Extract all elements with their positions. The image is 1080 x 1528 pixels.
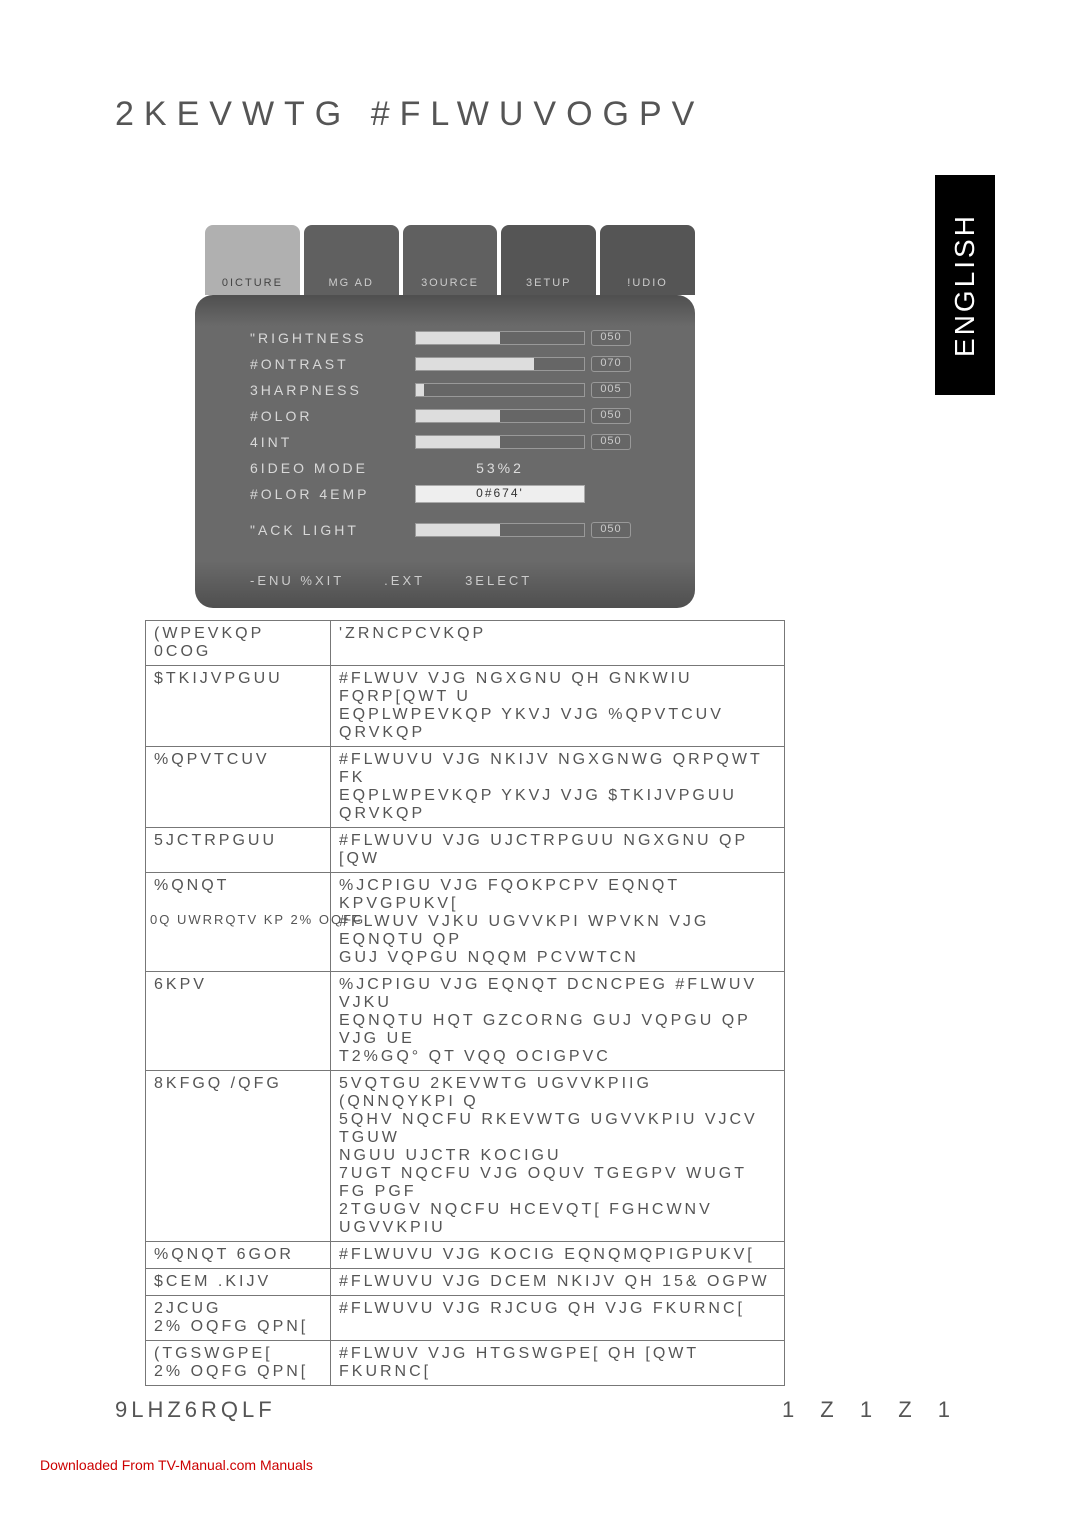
table-cell-name: %QNQT 6GOR xyxy=(146,1242,331,1269)
osd-slider-fill xyxy=(416,358,534,370)
table-cell-name: (TGSWGPE[ 2% OQFG QPN[ xyxy=(146,1341,331,1386)
table-header-explanation: 'ZRNCPCVKQP xyxy=(331,621,785,666)
table-row: 2JCUG 2% OQFG QPN[#FLWUVU VJG RJCUG QH V… xyxy=(146,1296,785,1341)
osd-row-label: "RIGHTNESS xyxy=(250,330,415,346)
table-cell-explanation: #FLWUV VJG HTGSWGPE[ QH [QWT FKURNC[ xyxy=(331,1341,785,1386)
table-row: (TGSWGPE[ 2% OQFG QPN[#FLWUV VJG HTGSWGP… xyxy=(146,1341,785,1386)
osd-tab-source[interactable]: 3OURCE xyxy=(403,225,498,295)
table-cell-explanation: %JCPIGU VJG EQNQT DCNCPEG #FLWUV VJKU EQ… xyxy=(331,972,785,1071)
osd-slider-fill xyxy=(416,332,500,344)
table-header-name: (WPEVKQP 0COG xyxy=(146,621,331,666)
osd-slider[interactable] xyxy=(415,357,585,371)
osd-slider-fill xyxy=(416,384,424,396)
table-cell-name: 6KPV xyxy=(146,972,331,1071)
osd-footer-select: 3ELECT xyxy=(465,573,532,588)
table-cell-explanation: #FLWUVU VJG KOCIG EQNQMQPIGPUKV[ xyxy=(331,1242,785,1269)
osd-slider-value: 050 xyxy=(591,434,631,450)
osd-row-label: "ACK LIGHT xyxy=(250,522,415,538)
table-cell-name: 2JCUG 2% OQFG QPN[ xyxy=(146,1296,331,1341)
table-cell-explanation: #FLWUVU VJG RJCUG QH VJG FKURNC[ xyxy=(331,1296,785,1341)
osd-tab-imgadj[interactable]: MG AD xyxy=(304,225,399,295)
osd-slider-value: 050 xyxy=(591,522,631,538)
osd-row[interactable]: 3HARPNESS 005 xyxy=(250,377,665,403)
language-tab-label: ENGLISH xyxy=(949,213,981,357)
osd-slider-value: 005 xyxy=(591,382,631,398)
table-row: 5JCTRPGUU#FLWUVU VJG UJCTRPGUU NGXGNU QP… xyxy=(146,828,785,873)
osd-footer-next: .EXT xyxy=(384,573,425,588)
osd-row-label: #OLOR 4EMP xyxy=(250,486,415,502)
osd-row[interactable]: 6IDEO MODE53%2 xyxy=(250,455,665,481)
osd-row-label: #OLOR xyxy=(250,408,415,424)
osd-tab-picture[interactable]: 0ICTURE xyxy=(205,225,300,295)
table-cell-name: 5JCTRPGUU xyxy=(146,828,331,873)
osd-slider-value: 050 xyxy=(591,330,631,346)
table-row: $TKIJVPGUU#FLWUV VJG NGXGNU QH GNKWIU FQ… xyxy=(146,666,785,747)
footer-page: 1 Z 1 Z 1 xyxy=(782,1397,960,1423)
osd-tabs: 0ICTURE MG AD 3OURCE 3ETUP !UDIO xyxy=(195,225,695,295)
table-row: 8KFGQ /QFG5VQTGU 2KEVWTG UGVVKPIIG (QNNQ… xyxy=(146,1071,785,1242)
osd-slider[interactable] xyxy=(415,331,585,345)
table-cell-name: 8KFGQ /QFG xyxy=(146,1071,331,1242)
osd-tab-audio[interactable]: !UDIO xyxy=(600,225,695,295)
osd-slider-value: 070 xyxy=(591,356,631,372)
osd-row-label: 4INT xyxy=(250,434,415,450)
table-cell-explanation: #FLWUV VJG NGXGNU QH GNKWIU FQRP[QWT U E… xyxy=(331,666,785,747)
osd-row[interactable]: #ONTRAST 070 xyxy=(250,351,665,377)
osd-text-value: 53%2 xyxy=(415,460,585,476)
osd-row[interactable]: "ACK LIGHT 050 xyxy=(250,517,665,543)
osd-slider[interactable] xyxy=(415,409,585,423)
osd-footer-menu: -ENU %XIT xyxy=(250,573,344,588)
footer-download-note: Downloaded From TV-Manual.com Manuals xyxy=(40,1457,313,1473)
osd-slider-fill xyxy=(416,410,500,422)
osd-boxed-value[interactable]: 0#674' xyxy=(415,485,585,503)
osd-slider[interactable] xyxy=(415,435,585,449)
osd-slider-fill xyxy=(416,524,500,536)
table-cell-explanation: #FLWUVU VJG UJCTRPGUU NGXGNU QP [QW xyxy=(331,828,785,873)
language-tab: ENGLISH xyxy=(935,175,995,395)
osd-row-label: 6IDEO MODE xyxy=(250,460,415,476)
osd-body: "RIGHTNESS 050 #ONTRAST 070 3HARPNESS 005 #OLO… xyxy=(195,295,695,608)
table-cell-name: $CEM .KIJV xyxy=(146,1269,331,1296)
note-overlay: 0Q UWRRQTV KP 2% OQFG xyxy=(150,912,365,927)
footer-brand: 9LHZ6RQLF xyxy=(115,1397,276,1423)
table-row: 6KPV%JCPIGU VJG EQNQT DCNCPEG #FLWUV VJK… xyxy=(146,972,785,1071)
table-cell-explanation: %JCPIGU VJG FQOKPCPV EQNQT KPVGPUKV[ #FL… xyxy=(331,873,785,972)
osd-row-label: #ONTRAST xyxy=(250,356,415,372)
table-row: $CEM .KIJV#FLWUVU VJG DCEM NKIJV QH 15& … xyxy=(146,1269,785,1296)
function-table: (WPEVKQP 0COG 'ZRNCPCVKQP $TKIJVPGUU#FLW… xyxy=(145,620,785,1386)
osd-row[interactable]: #OLOR 050 xyxy=(250,403,665,429)
osd-tab-setup[interactable]: 3ETUP xyxy=(501,225,596,295)
osd-slider-fill xyxy=(416,436,500,448)
osd-slider-value: 050 xyxy=(591,408,631,424)
osd-slider[interactable] xyxy=(415,383,585,397)
osd-row[interactable]: #OLOR 4EMP0#674' xyxy=(250,481,665,507)
table-cell-explanation: 5VQTGU 2KEVWTG UGVVKPIIG (QNNQYKPI Q 5QH… xyxy=(331,1071,785,1242)
table-cell-name: %QPVTCUV xyxy=(146,747,331,828)
osd-slider[interactable] xyxy=(415,523,585,537)
osd-menu: 0ICTURE MG AD 3OURCE 3ETUP !UDIO "RIGHTN… xyxy=(195,225,695,608)
osd-row[interactable]: "RIGHTNESS 050 xyxy=(250,325,665,351)
osd-footer: -ENU %XIT .EXT 3ELECT xyxy=(250,573,665,588)
table-row: %QPVTCUV#FLWUVU VJG NKIJV NGXGNWG QRPQWT… xyxy=(146,747,785,828)
table-row: %QNQT 6GOR#FLWUVU VJG KOCIG EQNQMQPIGPUK… xyxy=(146,1242,785,1269)
table-cell-explanation: #FLWUVU VJG NKIJV NGXGNWG QRPQWT FK EQPL… xyxy=(331,747,785,828)
osd-row-label: 3HARPNESS xyxy=(250,382,415,398)
table-cell-explanation: #FLWUVU VJG DCEM NKIJV QH 15& OGPW xyxy=(331,1269,785,1296)
osd-row[interactable]: 4INT 050 xyxy=(250,429,665,455)
page-title: 2KEVWTG #FLWUVOGPV xyxy=(115,95,704,134)
table-cell-name: $TKIJVPGUU xyxy=(146,666,331,747)
